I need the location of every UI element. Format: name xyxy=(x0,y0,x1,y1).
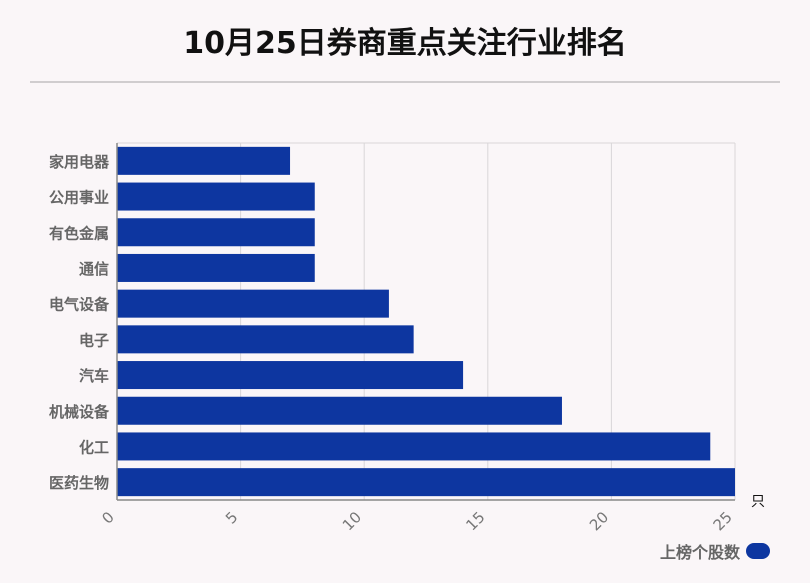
bar[interactable] xyxy=(117,396,562,425)
category-label: 机械设备 xyxy=(49,403,110,421)
x-tick-label: 5 xyxy=(222,508,241,527)
x-unit-label: 只 xyxy=(751,494,765,510)
bars xyxy=(117,146,735,497)
bar[interactable] xyxy=(117,182,315,211)
bar[interactable] xyxy=(117,146,291,175)
category-label: 有色金属 xyxy=(49,224,109,242)
x-tick-label: 25 xyxy=(710,508,736,534)
bar[interactable] xyxy=(117,361,464,390)
x-tick-label: 15 xyxy=(462,508,488,534)
category-label: 公用事业 xyxy=(49,189,109,207)
title-divider xyxy=(30,81,780,83)
x-tick-labels: 0 5 10 15 20 25 xyxy=(98,508,735,534)
category-label: 医药生物 xyxy=(49,474,109,492)
legend[interactable]: 上榜个股数 xyxy=(660,540,770,562)
bar[interactable] xyxy=(117,253,315,282)
axes xyxy=(116,143,735,501)
category-label: 家用电器 xyxy=(49,153,110,171)
category-label: 汽车 xyxy=(79,367,109,385)
legend-swatch xyxy=(746,543,770,559)
x-tick-label: 20 xyxy=(586,508,612,534)
bar[interactable] xyxy=(117,218,315,247)
category-label: 电子 xyxy=(79,331,109,349)
chart-title: 10月25日券商重点关注行业排名 xyxy=(183,26,627,61)
category-label: 通信 xyxy=(79,260,109,278)
bar[interactable] xyxy=(117,289,389,318)
bar[interactable] xyxy=(117,432,711,461)
category-label: 化工 xyxy=(79,438,109,456)
bar[interactable] xyxy=(117,468,735,497)
legend-label: 上榜个股数 xyxy=(659,543,740,562)
bar[interactable] xyxy=(117,325,414,354)
category-label: 电气设备 xyxy=(49,296,110,314)
x-tick-label: 10 xyxy=(339,508,365,534)
x-tick-label: 0 xyxy=(98,508,117,527)
